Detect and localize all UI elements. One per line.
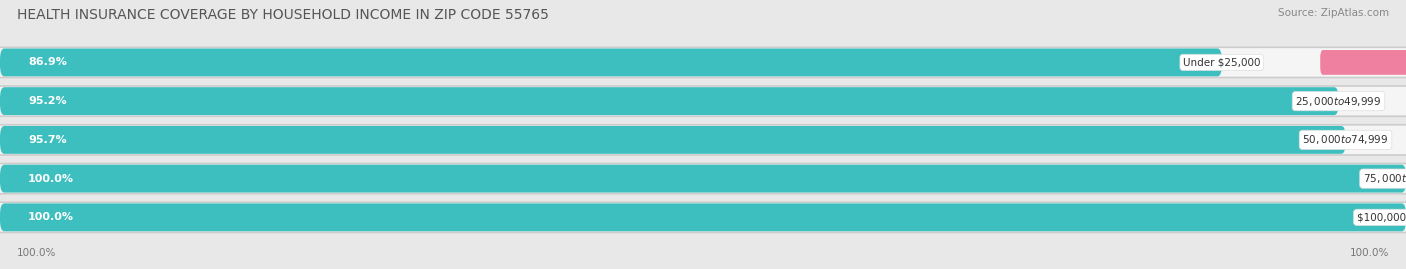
FancyBboxPatch shape xyxy=(1320,50,1406,75)
Text: 95.2%: 95.2% xyxy=(28,96,66,106)
FancyBboxPatch shape xyxy=(0,202,1406,232)
FancyBboxPatch shape xyxy=(0,126,1346,154)
Text: Under $25,000: Under $25,000 xyxy=(1182,57,1261,68)
FancyBboxPatch shape xyxy=(0,165,1406,193)
FancyBboxPatch shape xyxy=(0,125,1406,155)
Text: $75,000 to $99,999: $75,000 to $99,999 xyxy=(1362,172,1406,185)
Text: 100.0%: 100.0% xyxy=(17,248,56,258)
Text: Source: ZipAtlas.com: Source: ZipAtlas.com xyxy=(1278,8,1389,18)
FancyBboxPatch shape xyxy=(0,164,1406,194)
FancyBboxPatch shape xyxy=(0,47,1406,77)
FancyBboxPatch shape xyxy=(0,87,1339,115)
Text: 86.9%: 86.9% xyxy=(28,57,67,68)
Text: 100.0%: 100.0% xyxy=(28,174,75,184)
Text: 95.7%: 95.7% xyxy=(28,135,66,145)
Text: 100.0%: 100.0% xyxy=(28,212,75,222)
Text: $50,000 to $74,999: $50,000 to $74,999 xyxy=(1302,133,1389,146)
Text: HEALTH INSURANCE COVERAGE BY HOUSEHOLD INCOME IN ZIP CODE 55765: HEALTH INSURANCE COVERAGE BY HOUSEHOLD I… xyxy=(17,8,548,22)
FancyBboxPatch shape xyxy=(0,48,1222,76)
FancyBboxPatch shape xyxy=(0,203,1406,231)
Text: $25,000 to $49,999: $25,000 to $49,999 xyxy=(1295,95,1382,108)
Text: $100,000 and over: $100,000 and over xyxy=(1357,212,1406,222)
FancyBboxPatch shape xyxy=(0,86,1406,116)
Text: 100.0%: 100.0% xyxy=(1350,248,1389,258)
